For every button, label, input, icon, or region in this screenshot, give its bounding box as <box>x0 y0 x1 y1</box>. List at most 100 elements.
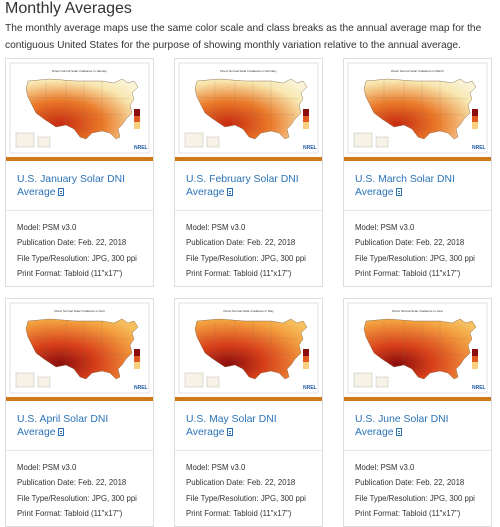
card-metadata: Model: PSM v3.0 Publication Date: Feb. 2… <box>355 460 475 521</box>
meta-print-format: Print Format: Tabloid (11"x17") <box>186 508 292 518</box>
map-title-link[interactable]: U.S. June Solar DNI Average <box>355 414 449 438</box>
accent-bar <box>344 397 491 401</box>
map-title: Direct Normal Solar Irradiance in April <box>54 309 105 313</box>
meta-publication-date: Publication Date: Feb. 22, 2018 <box>355 238 465 248</box>
meta-publication-date: Publication Date: Feb. 22, 2018 <box>186 238 296 248</box>
card-divider <box>6 210 153 211</box>
card-divider <box>6 450 153 451</box>
map-card: Direct Normal Solar Irradiance in April N… <box>5 298 154 527</box>
inset-map <box>375 376 389 388</box>
map-card-grid: Direct Normal Solar Irradiance in Januar… <box>0 58 500 527</box>
document-icon <box>395 188 402 196</box>
us-map-thumbnail: Direct Normal Solar Irradiance in April N… <box>6 299 153 397</box>
meta-print-format: Print Format: Tabloid (11"x17") <box>355 508 461 518</box>
map-title: Direct Normal Solar Irradiance in May <box>223 309 274 313</box>
map-thumbnail-link[interactable]: Direct Normal Solar Irradiance in June NR… <box>344 299 491 397</box>
map-thumbnail-link[interactable]: Direct Normal Solar Irradiance in April N… <box>6 299 153 397</box>
map-card: Direct Normal Solar Irradiance in Februa… <box>174 58 323 287</box>
map-thumbnail-link[interactable]: Direct Normal Solar Irradiance in May NRE… <box>175 299 322 397</box>
meta-print-format: Print Format: Tabloid (11"x17") <box>186 268 292 278</box>
map-title-link[interactable]: U.S. March Solar DNI Average <box>355 174 455 198</box>
us-outline <box>25 318 139 380</box>
us-outline <box>363 318 477 380</box>
accent-bar <box>6 157 153 161</box>
meta-file-type: File Type/Resolution: JPG, 300 ppi <box>355 493 475 503</box>
card-metadata: Model: PSM v3.0 Publication Date: Feb. 2… <box>17 460 137 521</box>
inset-map <box>184 132 204 148</box>
card-divider <box>175 210 322 211</box>
nrel-logo: NREL <box>134 145 148 151</box>
accent-bar <box>175 157 322 161</box>
card-metadata: Model: PSM v3.0 Publication Date: Feb. 2… <box>17 220 137 281</box>
document-icon <box>395 428 402 436</box>
meta-publication-date: Publication Date: Feb. 22, 2018 <box>17 478 127 488</box>
nrel-logo: NREL <box>472 385 486 391</box>
map-title-link[interactable]: U.S. April Solar DNI Average <box>17 414 109 438</box>
map-card: Direct Normal Solar Irradiance in June NR… <box>343 298 492 527</box>
meta-model: Model: PSM v3.0 <box>186 223 246 232</box>
meta-file-type: File Type/Resolution: JPG, 300 ppi <box>355 253 475 263</box>
map-title: Direct Normal Solar Irradiance in March <box>391 69 444 73</box>
us-map-thumbnail: Direct Normal Solar Irradiance in Januar… <box>6 59 153 157</box>
map-card: Direct Normal Solar Irradiance in Januar… <box>5 58 154 287</box>
meta-print-format: Print Format: Tabloid (11"x17") <box>355 268 461 278</box>
map-card: Direct Normal Solar Irradiance in May NRE… <box>174 298 323 527</box>
us-outline <box>194 78 308 140</box>
card-divider <box>175 450 322 451</box>
document-icon <box>57 428 64 436</box>
map-title-link[interactable]: U.S. January Solar DNI Average <box>17 174 125 198</box>
inset-map <box>206 136 220 148</box>
color-scale-legend <box>134 349 140 369</box>
meta-model: Model: PSM v3.0 <box>17 223 77 232</box>
map-title: Direct Normal Solar Irradiance in June <box>392 309 443 313</box>
meta-publication-date: Publication Date: Feb. 22, 2018 <box>355 478 465 488</box>
inset-map <box>353 372 373 388</box>
accent-bar <box>175 397 322 401</box>
card-metadata: Model: PSM v3.0 Publication Date: Feb. 2… <box>186 460 306 521</box>
card-divider <box>344 210 491 211</box>
map-title-link[interactable]: U.S. February Solar DNI Average <box>186 174 299 198</box>
map-title-link[interactable]: U.S. May Solar DNI Average <box>186 414 277 438</box>
us-outline <box>363 78 477 140</box>
section-description: The monthly average maps use the same co… <box>5 23 482 51</box>
us-map-thumbnail: Direct Normal Solar Irradiance in March N… <box>344 59 491 157</box>
meta-file-type: File Type/Resolution: JPG, 300 ppi <box>17 253 137 263</box>
meta-model: Model: PSM v3.0 <box>17 463 77 472</box>
meta-model: Model: PSM v3.0 <box>355 463 415 472</box>
card-metadata: Model: PSM v3.0 Publication Date: Feb. 2… <box>186 220 306 281</box>
meta-file-type: File Type/Resolution: JPG, 300 ppi <box>186 253 306 263</box>
us-map-thumbnail: Direct Normal Solar Irradiance in May NRE… <box>175 299 322 397</box>
us-map-thumbnail: Direct Normal Solar Irradiance in Februa… <box>175 59 322 157</box>
inset-map <box>15 132 35 148</box>
map-title: Direct Normal Solar Irradiance in Februa… <box>220 69 277 73</box>
map-thumbnail-link[interactable]: Direct Normal Solar Irradiance in March N… <box>344 59 491 157</box>
map-card: Direct Normal Solar Irradiance in March N… <box>343 58 492 287</box>
us-outline <box>25 78 139 140</box>
inset-map <box>15 372 35 388</box>
inset-map <box>353 132 373 148</box>
section-heading: Monthly Averages <box>5 0 132 17</box>
nrel-logo: NREL <box>303 145 317 151</box>
meta-model: Model: PSM v3.0 <box>355 223 415 232</box>
color-scale-legend <box>472 349 478 369</box>
map-thumbnail-link[interactable]: Direct Normal Solar Irradiance in Februa… <box>175 59 322 157</box>
card-metadata: Model: PSM v3.0 Publication Date: Feb. 2… <box>355 220 475 281</box>
color-scale-legend <box>134 109 140 129</box>
map-thumbnail-link[interactable]: Direct Normal Solar Irradiance in Januar… <box>6 59 153 157</box>
nrel-logo: NREL <box>472 145 486 151</box>
document-icon <box>226 428 233 436</box>
nrel-logo: NREL <box>134 385 148 391</box>
inset-map <box>206 376 220 388</box>
us-outline <box>194 318 308 380</box>
inset-map <box>37 136 51 148</box>
accent-bar <box>344 157 491 161</box>
meta-print-format: Print Format: Tabloid (11"x17") <box>17 508 123 518</box>
meta-print-format: Print Format: Tabloid (11"x17") <box>17 268 123 278</box>
document-icon <box>57 188 64 196</box>
inset-map <box>37 376 51 388</box>
card-divider <box>344 450 491 451</box>
inset-map <box>184 372 204 388</box>
inset-map <box>375 136 389 148</box>
color-scale-legend <box>303 349 309 369</box>
meta-file-type: File Type/Resolution: JPG, 300 ppi <box>17 493 137 503</box>
